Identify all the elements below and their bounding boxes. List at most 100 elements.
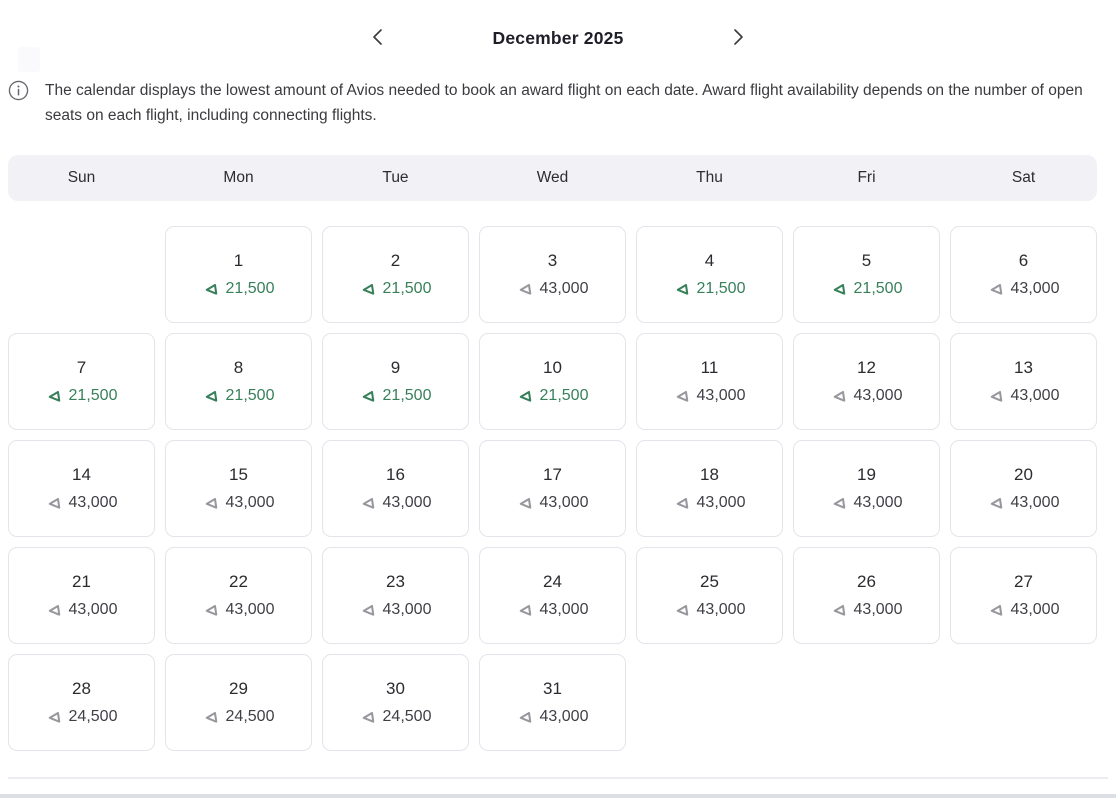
- day-number: 11: [700, 357, 719, 377]
- avios-price-value: 21,500: [225, 280, 275, 297]
- weekday-label-mon: Mon: [223, 169, 254, 186]
- avios-icon: [46, 388, 63, 405]
- avios-price-value: 43,000: [225, 601, 275, 618]
- day-number: 4: [704, 250, 715, 270]
- avios-price: 43,000: [674, 494, 746, 512]
- avios-price-value: 43,000: [696, 387, 746, 404]
- calendar-day-cell[interactable]: 27 43,000: [950, 547, 1097, 644]
- avios-icon: [988, 495, 1005, 512]
- calendar-day-cell[interactable]: 6 43,000: [950, 226, 1097, 323]
- calendar-day-cell[interactable]: 13 43,000: [950, 333, 1097, 430]
- calendar-day-cell[interactable]: 7 21,500: [8, 333, 155, 430]
- avios-price-value: 43,000: [539, 280, 589, 297]
- day-number: 7: [76, 357, 87, 377]
- calendar-day-cell[interactable]: 1 21,500: [165, 226, 312, 323]
- avios-icon: [203, 388, 220, 405]
- day-number: 20: [1014, 464, 1033, 484]
- avios-icon: [46, 495, 63, 512]
- day-number: 24: [543, 571, 562, 591]
- calendar-day-cell[interactable]: 17 43,000: [479, 440, 626, 537]
- calendar-day-cell[interactable]: 23 43,000: [322, 547, 469, 644]
- calendar-day-cell[interactable]: 4 21,500: [636, 226, 783, 323]
- month-navigation: December 2025: [0, 0, 1116, 51]
- avios-price-value: 43,000: [382, 494, 432, 511]
- avios-icon: [517, 281, 534, 298]
- weekday-label-sat: Sat: [1011, 169, 1036, 186]
- calendar-day-cell[interactable]: 22 43,000: [165, 547, 312, 644]
- calendar-day-cell[interactable]: 8 21,500: [165, 333, 312, 430]
- weekday-label-tue: Tue: [382, 169, 409, 186]
- calendar-day-cell[interactable]: 12 43,000: [793, 333, 940, 430]
- day-number: 27: [1014, 571, 1033, 591]
- calendar-day-cell[interactable]: 15 43,000: [165, 440, 312, 537]
- day-number: 15: [229, 464, 248, 484]
- day-number: 10: [543, 357, 562, 377]
- info-banner: The calendar displays the lowest amount …: [0, 51, 1116, 128]
- bottom-divider: [8, 777, 1108, 779]
- calendar-day-cell[interactable]: 20 43,000: [950, 440, 1097, 537]
- calendar-day-cell[interactable]: 29 24,500: [165, 654, 312, 751]
- avios-icon: [831, 602, 848, 619]
- calendar-day-cell[interactable]: 2 21,500: [322, 226, 469, 323]
- day-number: 2: [390, 250, 401, 270]
- avios-icon: [517, 709, 534, 726]
- calendar-day-cell[interactable]: 30 24,500: [322, 654, 469, 751]
- day-number: 23: [386, 571, 405, 591]
- calendar-day-cell[interactable]: 24 43,000: [479, 547, 626, 644]
- calendar-day-cell[interactable]: 18 43,000: [636, 440, 783, 537]
- avios-icon: [360, 709, 377, 726]
- day-number: 17: [543, 464, 562, 484]
- avios-icon: [988, 602, 1005, 619]
- day-number: 6: [1018, 250, 1029, 270]
- weekday-label-sun: Sun: [67, 169, 96, 186]
- day-number: 19: [857, 464, 876, 484]
- calendar-day-cell[interactable]: 16 43,000: [322, 440, 469, 537]
- day-number: 1: [233, 250, 244, 270]
- weekday-label-thu: Thu: [696, 169, 723, 186]
- calendar-day-cell[interactable]: 11 43,000: [636, 333, 783, 430]
- day-number: 9: [390, 357, 401, 377]
- avios-icon: [203, 495, 220, 512]
- day-number: 30: [386, 678, 405, 698]
- avios-price-value: 21,500: [853, 280, 903, 297]
- calendar-day-cell[interactable]: 26 43,000: [793, 547, 940, 644]
- avios-price: 43,000: [674, 387, 746, 405]
- calendar-day-cell[interactable]: 14 43,000: [8, 440, 155, 537]
- avios-price-value: 21,500: [696, 280, 746, 297]
- next-month-button[interactable]: [724, 25, 752, 51]
- calendar-day-cell[interactable]: 21 43,000: [8, 547, 155, 644]
- avios-icon: [674, 495, 691, 512]
- avios-price: 21,500: [674, 280, 746, 298]
- avios-price-value: 21,500: [225, 387, 275, 404]
- calendar-day-cell[interactable]: 3 43,000: [479, 226, 626, 323]
- prev-month-button[interactable]: [364, 25, 392, 51]
- avios-icon: [674, 388, 691, 405]
- avios-price: 24,500: [203, 709, 274, 726]
- avios-icon: [46, 709, 63, 726]
- calendar-day-cell[interactable]: 28 24,500: [8, 654, 155, 751]
- avios-icon: [988, 281, 1005, 298]
- avios-icon: [831, 495, 848, 512]
- chevron-left-icon: [370, 28, 386, 49]
- avios-icon: [360, 495, 377, 512]
- avios-price-value: 43,000: [1010, 280, 1060, 297]
- avios-icon: [360, 281, 377, 298]
- avios-price-value: 21,500: [382, 280, 432, 297]
- avios-price-value: 21,500: [539, 387, 589, 404]
- day-number: 16: [386, 464, 405, 484]
- avios-price-value: 43,000: [696, 494, 746, 511]
- calendar-day-cell[interactable]: 9 21,500: [322, 333, 469, 430]
- avios-price-value: 43,000: [539, 601, 589, 618]
- calendar-day-cell[interactable]: 5 21,500: [793, 226, 940, 323]
- day-number: 21: [72, 571, 91, 591]
- avios-price: 43,000: [517, 280, 589, 298]
- calendar-day-cell[interactable]: 31 43,000: [479, 654, 626, 751]
- calendar-day-cell[interactable]: 10 21,500: [479, 333, 626, 430]
- avios-price: 43,000: [988, 280, 1060, 298]
- calendar-day-cell[interactable]: 19 43,000: [793, 440, 940, 537]
- weekday-header: Sun Mon Tue Wed Thu Fri Sat: [8, 155, 1097, 201]
- avios-price: 24,500: [46, 709, 117, 726]
- calendar-day-cell[interactable]: 25 43,000: [636, 547, 783, 644]
- avios-price: 43,000: [988, 495, 1059, 512]
- day-number: 18: [700, 464, 719, 484]
